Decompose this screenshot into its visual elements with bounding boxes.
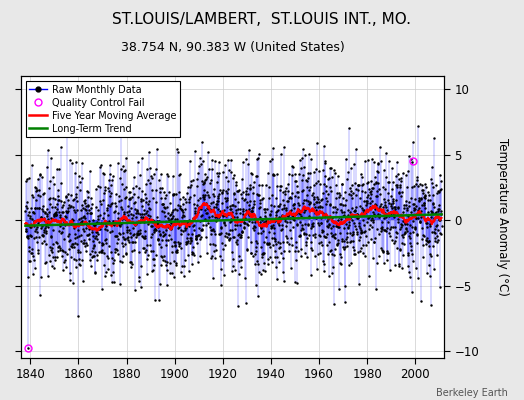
Legend: Raw Monthly Data, Quality Control Fail, Five Year Moving Average, Long-Term Tren: Raw Monthly Data, Quality Control Fail, …: [26, 81, 180, 137]
Y-axis label: Temperature Anomaly (°C): Temperature Anomaly (°C): [496, 138, 509, 296]
Text: ST.LOUIS/LAMBERT,  ST.LOUIS INT., MO.: ST.LOUIS/LAMBERT, ST.LOUIS INT., MO.: [113, 12, 411, 27]
Title: 38.754 N, 90.383 W (United States): 38.754 N, 90.383 W (United States): [121, 41, 344, 54]
Text: Berkeley Earth: Berkeley Earth: [436, 388, 508, 398]
